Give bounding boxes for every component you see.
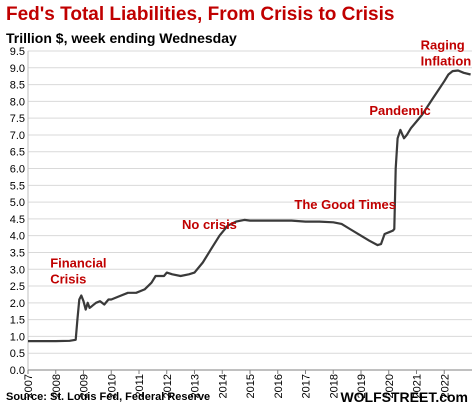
x-tick-label: 2019 [356,374,368,398]
y-tick-label: 9.5 [10,46,25,58]
y-tick-label: 3.0 [10,264,25,276]
x-tick-label: 2022 [439,374,451,398]
x-tick-label: 2015 [245,374,257,398]
y-tick-label: 7.0 [10,130,25,142]
x-tick-label: 2014 [217,374,229,398]
x-tick-label: 2020 [384,374,396,398]
y-tick-label: 1.0 [10,331,25,343]
chart-subtitle: Trillion $, week ending Wednesday [6,30,237,46]
x-tick-label: 2008 [51,374,63,398]
annotation-label: Financial [50,256,106,271]
y-tick-label: 5.0 [10,197,25,209]
y-tick-label: 7.5 [10,113,25,125]
y-tick-label: 2.0 [10,298,25,310]
x-tick-label: 2021 [412,374,424,398]
y-tick-label: 8.0 [10,96,25,108]
y-tick-label: 2.5 [10,281,25,293]
source-note: Source: St. Louis Fed, Federal Reserve [6,391,211,403]
annotation-label: No crisis [182,217,237,232]
y-tick-label: 9.0 [10,63,25,75]
annotation-label: Inflation [421,53,472,68]
y-tick-label: 0.0 [10,365,25,377]
y-tick-label: 6.0 [10,164,25,176]
x-tick-label: 2010 [106,374,118,398]
x-tick-label: 2017 [301,374,313,398]
series-line [28,69,471,343]
chart-title: Fed's Total Liabilities, From Crisis to … [6,4,395,25]
brand-label: WOLFSTREET.com [340,389,468,405]
x-tick-label: 2011 [134,374,146,398]
x-tick-label: 2016 [273,374,285,398]
y-tick-label: 3.5 [10,247,25,259]
y-tick-label: 5.5 [10,180,25,192]
y-tick-label: 4.0 [10,231,25,243]
annotation-label: Crisis [50,272,86,287]
annotation-label: The Good Times [294,197,396,212]
y-tick-label: 8.5 [10,80,25,92]
x-tick-label: 2007 [23,374,35,398]
x-tick-label: 2012 [162,374,174,398]
x-tick-label: 2009 [79,374,91,398]
y-tick-label: 4.5 [10,214,25,226]
x-tick-label: 2018 [328,374,340,398]
y-tick-label: 0.5 [10,348,25,360]
annotation-label: Pandemic [369,103,430,118]
x-tick-label: 2013 [190,374,202,398]
y-tick-label: 1.5 [10,315,25,327]
y-tick-label: 6.5 [10,147,25,159]
annotation-label: Raging [421,37,465,52]
